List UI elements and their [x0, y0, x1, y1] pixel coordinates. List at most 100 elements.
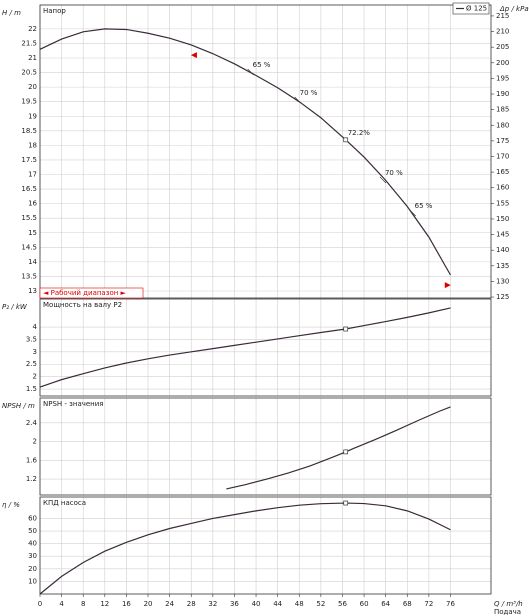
x-tick-label: 28: [187, 600, 196, 608]
eff-label: 65 %: [253, 61, 271, 69]
range-box: [39, 287, 144, 299]
x-tick-label: 16: [122, 600, 131, 608]
eff-label: 65 %: [415, 202, 433, 210]
x-tick-label: 76: [446, 600, 455, 608]
y-tick-label: 18.5: [21, 127, 37, 135]
y2-axis-label: Δp / kPa: [499, 5, 529, 13]
y-tick-label: 20.5: [21, 69, 37, 77]
range-label: ◄ Рабочий диапазон ►: [43, 289, 127, 297]
x-tick-label: 56: [338, 600, 347, 608]
y-tick-label: 13.5: [21, 272, 37, 280]
x-tick-label: 24: [165, 600, 174, 608]
y2-tick-label: 210: [496, 28, 509, 36]
y-tick-label: 19.5: [21, 98, 37, 106]
y-axis-label: P₂ / kW: [2, 303, 28, 311]
curve: [39, 307, 451, 388]
x-axis-label: Q / m³/h: [494, 600, 523, 608]
y-tick-label: 13: [28, 287, 37, 295]
x-tick-label: 60: [360, 600, 369, 608]
y-axis-label: H / m: [2, 9, 21, 17]
y2-tick-label: 135: [496, 262, 509, 270]
y-tick-label: 16: [28, 200, 37, 208]
y2-tick-label: 170: [496, 152, 509, 160]
y2-tick-label: 145: [496, 231, 509, 239]
y2-tick-label: 215: [496, 12, 509, 20]
y-tick-label: 21: [28, 54, 37, 62]
eff-tick: [294, 96, 301, 104]
y-tick-label: 40: [28, 540, 37, 548]
x-tick-label: 0: [38, 600, 42, 608]
y-tick-label: 22: [28, 25, 37, 33]
y-tick-label: 15.5: [21, 214, 37, 222]
y2-tick-label: 125: [496, 293, 509, 301]
y-tick-label: 19: [28, 112, 37, 120]
y2-tick-label: 205: [496, 43, 509, 51]
y-tick-label: 21.5: [21, 39, 37, 47]
eff-label: 70 %: [385, 169, 403, 177]
eff-label: 72.2%: [348, 129, 371, 137]
x-tick-label: 8: [81, 600, 85, 608]
y-tick-label: 17.5: [21, 156, 37, 164]
eff-label: 70 %: [300, 89, 318, 97]
panel-frame: [39, 298, 492, 397]
panel-frame: [39, 496, 492, 595]
x-tick-label: 32: [208, 600, 217, 608]
y-tick-label: 2: [33, 438, 37, 446]
operating-point: [343, 326, 349, 332]
range-marker: [444, 282, 451, 289]
eff-tick: [379, 176, 387, 184]
y-tick-label: 16.5: [21, 185, 37, 193]
y2-tick-label: 130: [496, 277, 509, 285]
panel-bg: [40, 5, 491, 298]
panel-frame: [39, 397, 492, 496]
y-tick-label: 2: [33, 373, 37, 381]
y-tick-label: 50: [28, 527, 37, 535]
y2-tick-label: 185: [496, 106, 509, 114]
y-tick-label: 15: [28, 229, 37, 237]
eff-tick: [247, 68, 254, 76]
y-tick-label: 14: [28, 258, 37, 266]
y2-tick-label: 175: [496, 137, 509, 145]
y-tick-label: 20: [28, 565, 37, 573]
legend-box: [452, 2, 490, 15]
y-tick-label: 4: [33, 323, 38, 331]
y-tick-label: 3: [33, 348, 37, 356]
y-tick-label: 10: [28, 577, 37, 585]
panel-bg: [40, 497, 491, 594]
y2-tick-label: 190: [496, 90, 509, 98]
y-tick-label: 1.6: [26, 456, 38, 464]
operating-point: [343, 449, 349, 455]
x-tick-label: 44: [273, 600, 282, 608]
y2-tick-label: 150: [496, 215, 509, 223]
y2-tick-label: 200: [496, 59, 509, 67]
y-tick-label: 14.5: [21, 243, 37, 251]
x-tick-label: 4: [59, 600, 64, 608]
x-tick-label: 72: [424, 600, 433, 608]
y-tick-label: 30: [28, 552, 37, 560]
panel-title: NPSH - значения: [43, 400, 104, 408]
y-tick-label: 1.2: [26, 475, 37, 483]
range-marker: [190, 52, 197, 59]
panel-bg: [40, 398, 491, 495]
operating-point: [343, 500, 349, 506]
y2-tick-label: 165: [496, 168, 509, 176]
y2-tick-label: 140: [496, 246, 509, 254]
x-tick-label: 64: [381, 600, 390, 608]
y-tick-label: 1.5: [26, 385, 37, 393]
panel-frame: [39, 4, 492, 299]
y2-tick-label: 195: [496, 74, 509, 82]
x-tick-label: 36: [230, 600, 239, 608]
panel-title: Напор: [43, 7, 66, 15]
y-tick-label: 17: [28, 171, 37, 179]
legend-label: Ø 125: [466, 5, 487, 13]
y-tick-label: 2.5: [26, 360, 37, 368]
curve: [39, 502, 451, 595]
x-caption: Подача: [494, 608, 521, 616]
y-axis-label: η / %: [2, 501, 20, 509]
x-tick-label: 52: [316, 600, 325, 608]
y2-tick-label: 155: [496, 199, 509, 207]
x-tick-label: 40: [252, 600, 261, 608]
y2-tick-label: 160: [496, 184, 509, 192]
y-axis-label: NPSH / m: [2, 402, 35, 410]
panel-title: КПД насоса: [43, 499, 86, 507]
